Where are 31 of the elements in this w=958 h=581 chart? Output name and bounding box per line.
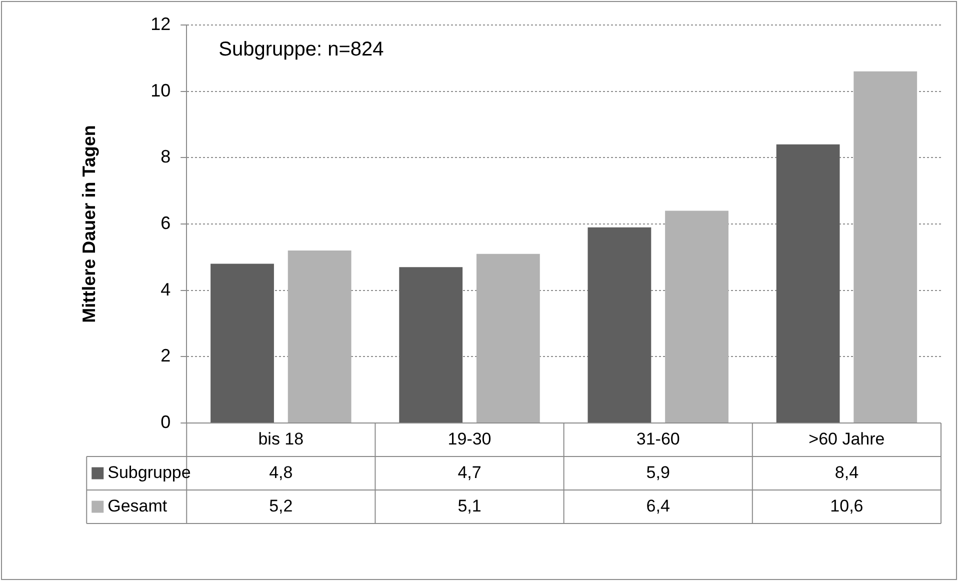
bar bbox=[665, 210, 728, 422]
bar bbox=[776, 144, 840, 422]
y-tick-label: 2 bbox=[160, 346, 171, 366]
x-tick-label: bis 18 bbox=[258, 429, 304, 448]
data-label: 10,6 bbox=[830, 496, 864, 516]
data-label: 6,4 bbox=[646, 496, 670, 516]
y-tick-label: 8 bbox=[160, 146, 171, 167]
x-tick-label: 19-30 bbox=[448, 429, 492, 448]
y-tick-label: 0 bbox=[160, 412, 171, 432]
data-label: 4,8 bbox=[269, 462, 293, 482]
bar bbox=[288, 250, 352, 422]
data-label: 5,1 bbox=[458, 496, 482, 516]
x-tick-label: 31-60 bbox=[636, 429, 680, 448]
y-axis-title: Mittlere Dauer in Tagen bbox=[78, 125, 99, 323]
x-tick-label: >60 Jahre bbox=[808, 429, 885, 448]
data-label: 5,9 bbox=[646, 462, 670, 482]
bar bbox=[854, 71, 918, 422]
legend-label: Gesamt bbox=[108, 496, 168, 516]
bar bbox=[476, 254, 540, 422]
data-label: 8,4 bbox=[834, 462, 859, 482]
legend-label: Subgruppe bbox=[108, 462, 191, 482]
bar bbox=[399, 267, 463, 422]
data-label: 5,2 bbox=[269, 496, 293, 516]
y-tick-label: 4 bbox=[160, 279, 171, 300]
annotation: Subgruppe: n=824 bbox=[218, 38, 384, 61]
bar bbox=[210, 264, 274, 422]
bar bbox=[588, 227, 652, 422]
y-tick-label: 12 bbox=[150, 14, 171, 34]
data-label: 4,7 bbox=[458, 462, 482, 482]
y-tick-label: 10 bbox=[150, 80, 171, 100]
y-tick-label: 6 bbox=[160, 212, 171, 233]
